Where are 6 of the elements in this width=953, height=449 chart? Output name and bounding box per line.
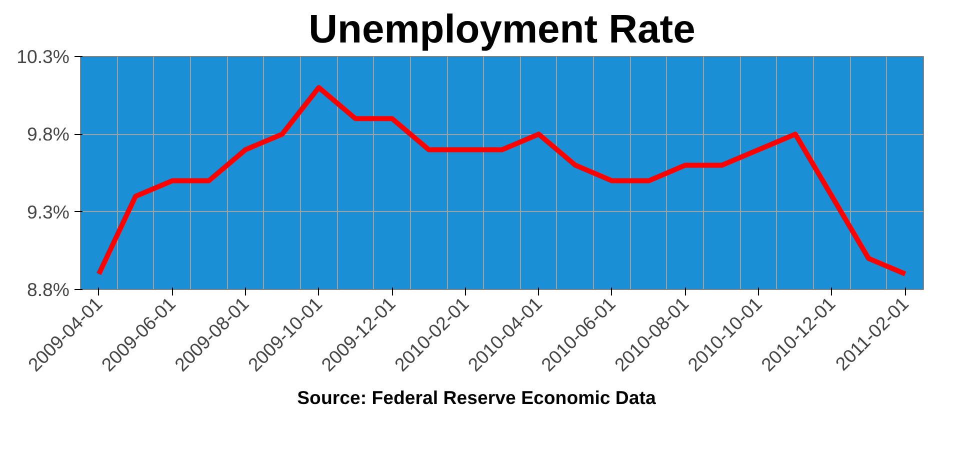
source-note: Source: Federal Reserve Economic Data: [297, 386, 656, 410]
y-tick-label: 9.3%: [26, 201, 70, 222]
y-tick-label: 9.8%: [26, 124, 70, 145]
chart-title: Unemployment Rate: [308, 8, 696, 52]
y-tick-label: 8.8%: [26, 279, 70, 300]
y-tick-label: 10.3%: [16, 46, 70, 67]
